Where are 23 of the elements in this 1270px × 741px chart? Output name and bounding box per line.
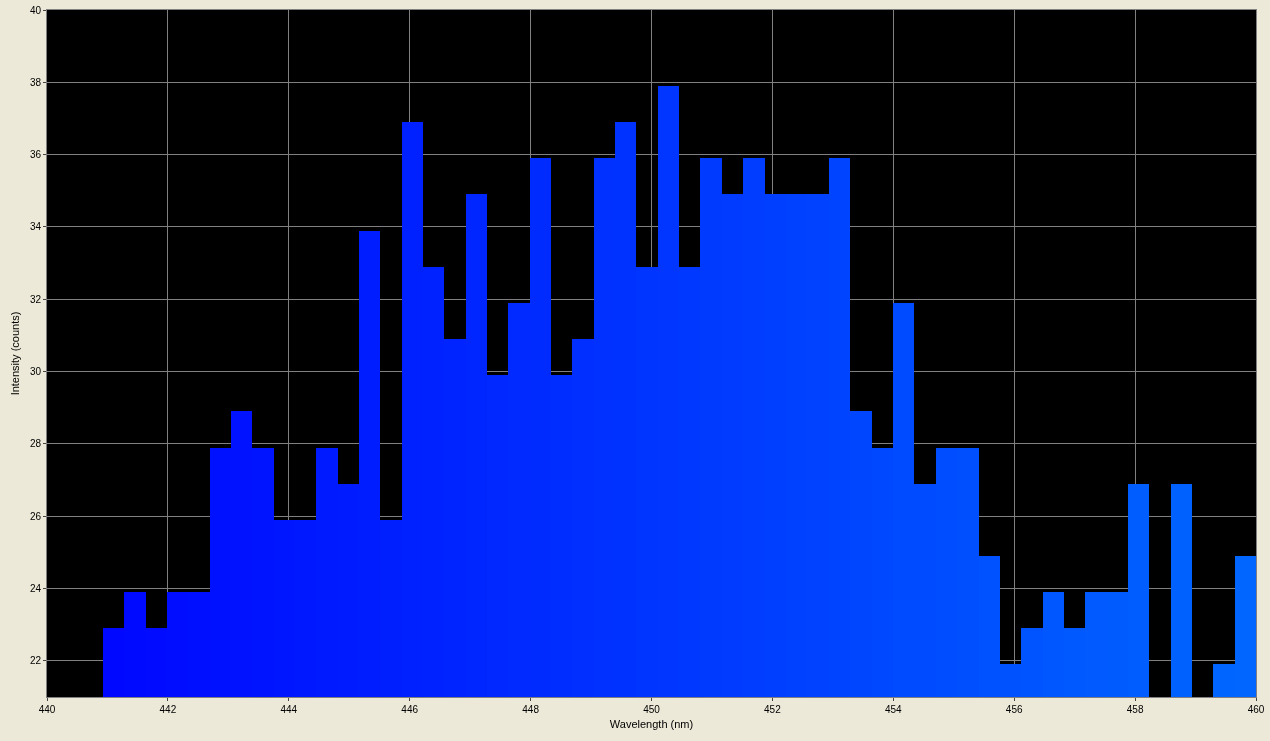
y-tick-label: 30 xyxy=(29,366,42,378)
y-tick-label: 22 xyxy=(29,655,42,667)
x-axis-title: Wavelength (nm) xyxy=(609,718,694,731)
y-tick-label: 24 xyxy=(29,583,42,595)
y-axis-title: Intensity (counts) xyxy=(8,311,21,396)
y-tick-label: 32 xyxy=(29,293,42,305)
x-tick-label: 454 xyxy=(884,704,903,715)
x-tick-label: 444 xyxy=(280,704,298,715)
x-tick-label: 442 xyxy=(159,704,177,715)
x-tick-label: 452 xyxy=(764,704,782,715)
y-tick-label: 36 xyxy=(29,149,42,161)
x-tick-label: 456 xyxy=(1005,704,1023,715)
y-tick-label: 28 xyxy=(29,438,42,450)
y-tick-label: 26 xyxy=(29,510,42,522)
x-tick-label: 448 xyxy=(522,704,540,715)
x-tick-label: 450 xyxy=(643,704,661,715)
y-tick-label: 34 xyxy=(29,221,42,233)
x-tick-label: 460 xyxy=(1247,704,1265,715)
x-tick-label: 446 xyxy=(401,704,419,715)
x-tick-label: 458 xyxy=(1126,704,1144,715)
y-tick-label: 38 xyxy=(29,76,42,88)
y-tick-label: 40 xyxy=(29,4,42,16)
x-tick-label: 440 xyxy=(38,704,56,715)
